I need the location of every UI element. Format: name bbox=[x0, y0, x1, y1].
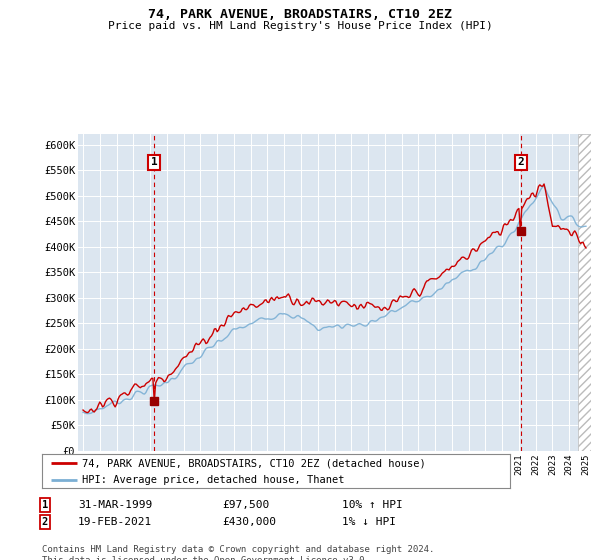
Text: 2: 2 bbox=[42, 517, 48, 527]
Text: 1: 1 bbox=[42, 500, 48, 510]
Text: Contains HM Land Registry data © Crown copyright and database right 2024.
This d: Contains HM Land Registry data © Crown c… bbox=[42, 545, 434, 560]
Text: HPI: Average price, detached house, Thanet: HPI: Average price, detached house, Than… bbox=[82, 475, 344, 484]
Text: Price paid vs. HM Land Registry's House Price Index (HPI): Price paid vs. HM Land Registry's House … bbox=[107, 21, 493, 31]
Text: 2: 2 bbox=[518, 157, 524, 167]
Text: 19-FEB-2021: 19-FEB-2021 bbox=[78, 517, 152, 527]
Text: 74, PARK AVENUE, BROADSTAIRS, CT10 2EZ: 74, PARK AVENUE, BROADSTAIRS, CT10 2EZ bbox=[148, 8, 452, 21]
Text: 31-MAR-1999: 31-MAR-1999 bbox=[78, 500, 152, 510]
Text: £97,500: £97,500 bbox=[222, 500, 269, 510]
Bar bbox=[578, 134, 595, 451]
Text: £430,000: £430,000 bbox=[222, 517, 276, 527]
Text: 1% ↓ HPI: 1% ↓ HPI bbox=[342, 517, 396, 527]
Text: 1: 1 bbox=[151, 157, 158, 167]
Text: 74, PARK AVENUE, BROADSTAIRS, CT10 2EZ (detached house): 74, PARK AVENUE, BROADSTAIRS, CT10 2EZ (… bbox=[82, 458, 425, 468]
Text: 10% ↑ HPI: 10% ↑ HPI bbox=[342, 500, 403, 510]
